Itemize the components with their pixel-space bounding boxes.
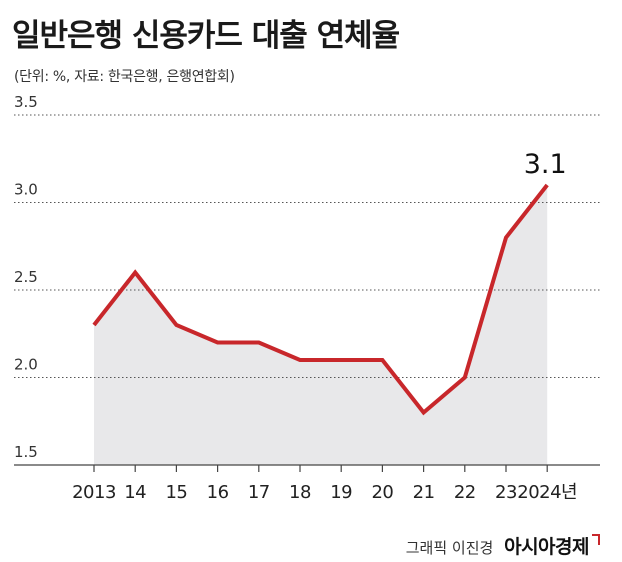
y-tick-label: 1.5 xyxy=(14,443,38,461)
area-fill xyxy=(94,185,548,465)
brand-logo: 아시아경제 xyxy=(504,536,589,558)
brand-mark-icon xyxy=(592,534,600,545)
y-tick-label: 2.5 xyxy=(14,268,38,286)
x-tick-label: 14 xyxy=(124,482,146,503)
x-tick-label: 15 xyxy=(165,482,187,503)
x-tick-label: 23 xyxy=(495,482,517,503)
x-tick-label: 21 xyxy=(413,482,435,503)
credit-author: 그래픽 이진경 xyxy=(405,539,494,557)
x-tick-label: 19 xyxy=(330,482,352,503)
y-tick-label: 3.0 xyxy=(14,181,38,199)
x-tick-label: 17 xyxy=(248,482,270,503)
series-line xyxy=(92,183,549,416)
x-tick-label: 20 xyxy=(371,482,393,503)
x-tick-label: 2024년 xyxy=(517,482,577,503)
data-label: 3.1 xyxy=(524,149,567,180)
x-tick-label: 2013 xyxy=(72,482,116,503)
x-tick-label: 18 xyxy=(289,482,311,503)
credit: 그래픽 이진경 아시아경제 xyxy=(406,532,600,559)
chart-subtitle: (단위: %, 자료: 한국은행, 은행연합회) xyxy=(14,69,235,85)
chart-title: 일반은행 신용카드 대출 연체율 xyxy=(12,18,400,54)
x-tick-label: 22 xyxy=(454,482,476,503)
y-tick-label: 3.5 xyxy=(14,93,38,111)
y-tick-label: 2.0 xyxy=(14,356,38,374)
x-tick-label: 16 xyxy=(207,482,229,503)
